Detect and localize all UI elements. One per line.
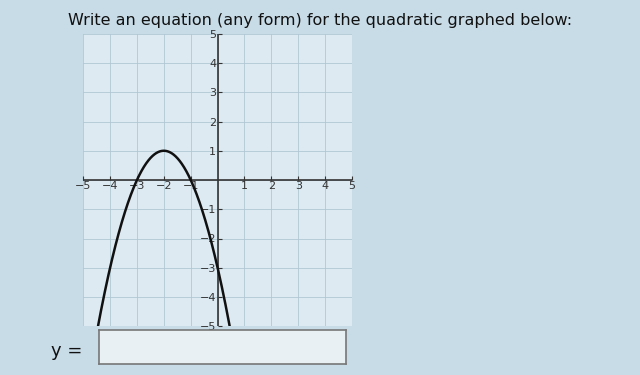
Text: y =: y = [51,342,83,360]
Text: Write an equation (any form) for the quadratic graphed below:: Write an equation (any form) for the qua… [68,13,572,28]
